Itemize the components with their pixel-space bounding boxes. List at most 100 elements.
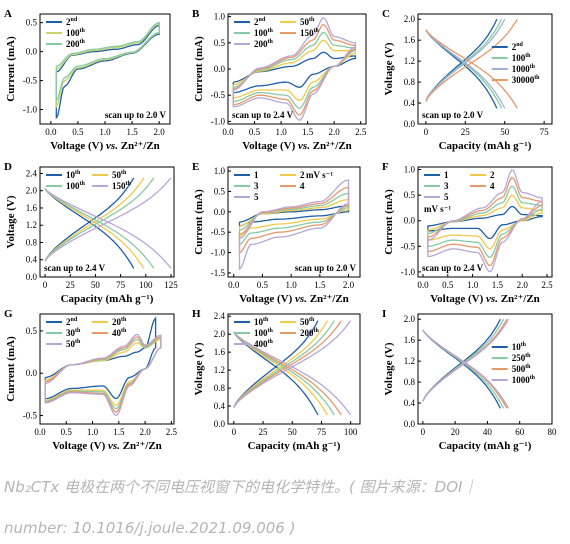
panel-letter: F [382, 161, 389, 173]
legend: 10th 50th 100th 200th 400th [234, 317, 319, 349]
series-line [232, 23, 357, 116]
x-tick-label: 0.0 [45, 127, 57, 137]
x-tick-label: 0 [421, 427, 426, 437]
panel-letter: B [192, 8, 200, 20]
legend-label: 1 [444, 170, 449, 180]
legend-label: 150th [112, 181, 131, 191]
x-tick-label: 0.0 [222, 127, 234, 137]
x-axis-label: Voltage (V) vs. Zn²⁺/Zn [242, 140, 352, 152]
x-tick-label: 0.5 [442, 280, 454, 290]
y-tick-label: -1.0 [211, 248, 226, 258]
x-tick-label: 1.5 [302, 127, 314, 137]
series-line [232, 17, 357, 121]
x-tick-label: 1.0 [87, 427, 99, 437]
legend-label: 10th [512, 342, 527, 352]
series-line [44, 188, 155, 269]
legend-label: 10th [66, 170, 81, 180]
panel-note: scan up to 2.0 V [105, 110, 167, 120]
panel-e: E 0.0 0.5 1.0 1.5 2.0 -1.5 -1.0 -0.5 0.0 0.5 1.0 Vol… [192, 161, 361, 305]
plot-frame [417, 313, 553, 425]
x-axis-label: Voltage (V) vs. Zn²⁺/Zn [239, 293, 349, 305]
series-line [238, 192, 350, 246]
x-tick-label: 60 [515, 427, 525, 437]
x-tick-label: 75 [317, 427, 327, 437]
x-tick-label: 100 [344, 427, 358, 437]
y-tick-label: 0.0 [214, 64, 226, 74]
x-tick-label: 0.0 [34, 427, 46, 437]
panel-g: G 0.0 0.5 1.0 1.5 2.0 2.5 -0.5 0.0 0.5 Voltage (V)… [4, 308, 177, 452]
y-tick-label: 0.0 [26, 47, 38, 57]
y-axis-label: Voltage (V) [383, 342, 395, 395]
x-axis-label: Capacity (mAh g⁻¹) [248, 440, 341, 452]
series-line [232, 51, 357, 94]
plot-frame [417, 13, 553, 125]
legend-label: 2nd [66, 17, 78, 27]
series-line [44, 188, 172, 269]
panel-note: scan up to 2.4 V [422, 263, 484, 273]
x-tick-label: 0 [232, 427, 237, 437]
series-line [427, 176, 543, 267]
legend-label: 2nd [512, 42, 524, 52]
series-line [427, 194, 543, 250]
series-line [422, 329, 509, 409]
y-tick-label: 1.6 [404, 335, 416, 345]
x-tick-label: 0.0 [228, 280, 240, 290]
y-tick-label: 1.0 [214, 166, 226, 176]
x-tick-label: 80 [548, 427, 558, 437]
legend: 10th 50th 100th 150th [46, 170, 131, 191]
panel-letter: C [382, 8, 390, 20]
y-tick-label: 0.5 [214, 38, 226, 48]
legend-label: 1000th [512, 375, 536, 385]
plot-frame [417, 166, 553, 278]
plot-frame [227, 166, 361, 278]
legend: 2nd 50th 100th 150th 200th [234, 17, 319, 49]
x-tick-label: 2.0 [139, 427, 151, 437]
panel-letter: A [4, 8, 12, 20]
plot-frame [227, 313, 361, 425]
y-tick-label: -0.5 [211, 90, 226, 100]
y-tick-label: 0.5 [26, 326, 38, 336]
legend-label: 500th [512, 364, 531, 374]
y-tick-label: 0.4 [404, 98, 416, 108]
x-tick-label: 0.5 [249, 127, 261, 137]
plot-frame [39, 166, 175, 278]
figure-caption-line-1: Nb₂CTx 电极在两个不同电压视窗下的电化学特性。( 图片来源：DOI｜ [4, 478, 478, 496]
legend-label: 2nd [254, 17, 266, 27]
legend: 2nd 20th 30th 40th 50th [46, 317, 127, 349]
x-tick-label: 50 [91, 280, 101, 290]
x-tick-label: 2.0 [343, 280, 355, 290]
legend-label: 50th [300, 317, 315, 327]
y-tick-label: 0.8 [26, 237, 38, 247]
x-tick-label: 1.5 [113, 427, 125, 437]
y-tick-label: 0.5 [404, 190, 416, 200]
panel-letter: E [192, 161, 199, 173]
panel-f: F 0.0 0.5 1.0 1.5 2.0 2.5 -1.0 -0.5 0.0 0.5 1.0 Volt… [382, 161, 553, 305]
y-tick-label: -0.5 [211, 227, 226, 237]
series-line [232, 39, 357, 101]
legend-label: 30000th [512, 75, 540, 85]
y-tick-label: 2.0 [404, 14, 416, 24]
series-line [55, 21, 160, 103]
y-tick-label: 0.0 [404, 216, 416, 226]
legend-unit-label: mV s⁻¹ [424, 204, 451, 214]
y-tick-label: 2.0 [404, 314, 416, 324]
y-tick-label: 1.2 [404, 56, 415, 66]
x-tick-label: 1.0 [275, 127, 287, 137]
y-tick-label: -1.0 [211, 116, 226, 126]
y-tick-label: 2.4 [214, 311, 226, 321]
panel-b: B 0.0 0.5 1.0 1.5 2.0 2.5 -1.0 -0.5 0.0 0.5 1.0 Volt… [192, 8, 367, 152]
x-tick-label: 1.0 [286, 280, 298, 290]
series-line [427, 205, 543, 240]
y-tick-label: 0.8 [404, 77, 416, 87]
legend-label: 100th [254, 328, 273, 338]
legend-label: 2 [300, 170, 305, 180]
y-tick-label: 0.4 [214, 401, 226, 411]
y-tick-label: 0.0 [26, 368, 38, 378]
legend-label: 5 [254, 192, 259, 202]
series-line [44, 188, 145, 269]
series-line [238, 198, 350, 238]
x-tick-label: 2.0 [517, 280, 529, 290]
panel-c: C 0 25 50 75 0.0 0.4 0.8 1.2 1.6 2.0 Capacity (mAh … [382, 8, 553, 152]
y-tick-label: 0.0 [404, 119, 416, 129]
